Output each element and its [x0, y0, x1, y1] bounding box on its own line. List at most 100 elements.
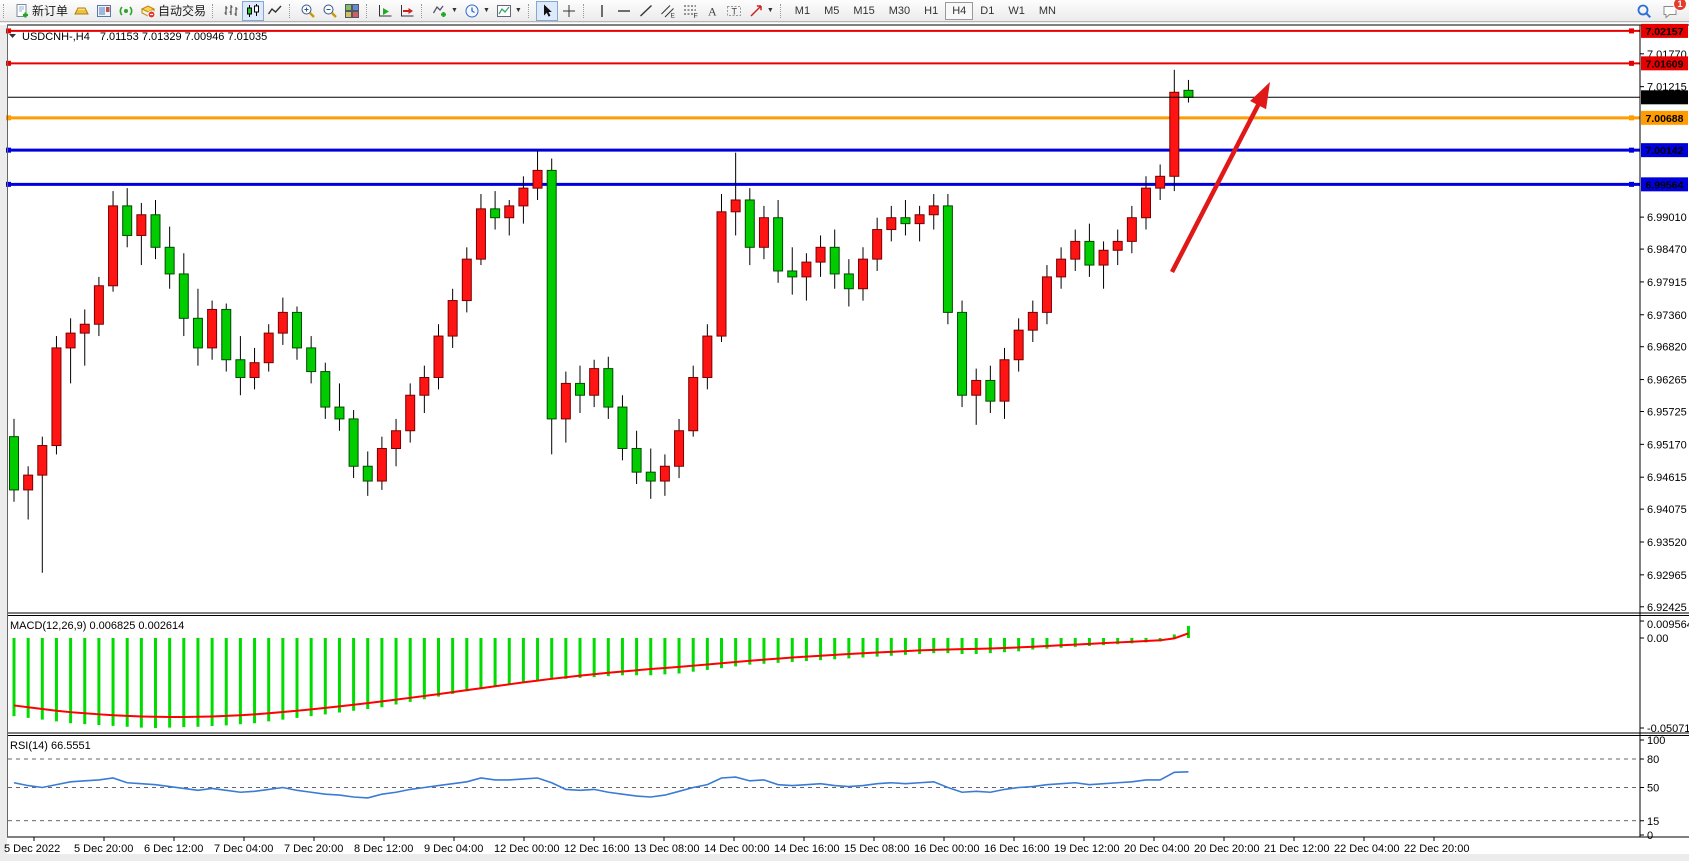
price-axis[interactable]: 7.017707.012156.990106.984706.979156.973… — [1640, 23, 1689, 842]
vertical-line-button[interactable] — [591, 1, 613, 21]
toolbar-grip[interactable] — [366, 3, 370, 18]
horizontal-line[interactable] — [6, 181, 1640, 187]
candle — [1112, 240, 1123, 251]
chevron-down-icon[interactable]: ▼ — [482, 7, 490, 14]
text-icon: A — [704, 3, 720, 19]
line-handle[interactable] — [6, 181, 11, 187]
chart-candles-button[interactable] — [242, 0, 265, 21]
chevron-down-icon[interactable]: ▼ — [451, 7, 458, 14]
chart-preview-button[interactable] — [93, 1, 115, 21]
candle — [603, 368, 614, 408]
gold-button[interactable] — [71, 1, 93, 21]
horizontal-lines[interactable] — [6, 28, 1640, 187]
timeframe-mn[interactable]: MN — [1032, 2, 1063, 20]
tile-windows-button[interactable] — [341, 1, 363, 21]
candle — [758, 217, 769, 248]
candle — [1027, 311, 1038, 331]
candle — [942, 205, 953, 313]
candle — [730, 199, 741, 213]
line-handle[interactable] — [1629, 147, 1634, 153]
fibonacci-button[interactable]: F — [679, 1, 701, 21]
price-tick-label: 6.99010 — [1647, 212, 1687, 224]
chart-line-button[interactable] — [264, 1, 286, 21]
auto-trading-button[interactable]: 自动交易 — [137, 1, 209, 21]
line-handle[interactable] — [1629, 60, 1634, 66]
cursor-icon — [539, 3, 555, 19]
horizontal-line-button[interactable] — [613, 1, 635, 21]
time-axis[interactable]: 5 Dec 2022 5 Dec 20:00 6 Dec 12:00 7 Dec 04… — [4, 837, 1469, 855]
text-button[interactable]: A — [701, 1, 723, 21]
time-tick-label: 6 Dec 12:00 — [144, 843, 203, 855]
horizontal-line[interactable] — [6, 60, 1640, 66]
toolbar-grip[interactable] — [212, 3, 216, 18]
trend-arrow[interactable] — [1170, 82, 1270, 274]
chart-title-group: USDCNH-,H4 7.01153 7.01329 7.00946 7.0103… — [9, 31, 267, 43]
zoom-in-button[interactable] — [297, 1, 319, 21]
rsi-pane — [8, 758, 1640, 822]
search-button[interactable] — [1633, 1, 1655, 21]
macd-signal-line — [13, 632, 1189, 718]
price-badge: 7.00142 — [1641, 143, 1688, 158]
candle — [532, 169, 543, 189]
templates-button[interactable]: ▼ — [493, 1, 525, 21]
toolbar-grip[interactable] — [527, 3, 532, 18]
crosshair-button[interactable] — [558, 1, 580, 21]
candle — [999, 359, 1010, 402]
horizontal-line[interactable] — [6, 147, 1640, 153]
line-handle[interactable] — [6, 60, 11, 66]
timeframe-m30[interactable]: M30 — [882, 2, 917, 20]
horizontal-line[interactable] — [6, 115, 1640, 121]
equidistant-channel-button[interactable]: E — [657, 1, 679, 21]
indicators-button[interactable]: ▼ — [429, 1, 461, 21]
candle — [249, 362, 260, 378]
candle — [688, 376, 699, 432]
collapse-chart-icon[interactable] — [9, 34, 16, 38]
text-label-button[interactable]: T — [723, 1, 745, 21]
timeframe-m1[interactable]: M1 — [788, 2, 817, 20]
time-tick-label: 19 Dec 12:00 — [1054, 843, 1119, 855]
line-handle[interactable] — [1629, 181, 1634, 187]
zoom-out-button[interactable] — [319, 1, 341, 21]
line-handle[interactable] — [1629, 28, 1634, 34]
timeframe-d1[interactable]: D1 — [973, 2, 1001, 20]
chart-bars-button[interactable] — [220, 1, 242, 21]
chevron-down-icon[interactable]: ▼ — [766, 7, 774, 14]
arrows-button[interactable]: ▼ — [745, 1, 777, 21]
auto-scroll-button[interactable] — [374, 1, 396, 21]
chevron-down-icon[interactable]: ▼ — [514, 7, 522, 14]
price-badge: 6.99564 — [1641, 177, 1688, 192]
toolbar-group-3 — [286, 0, 363, 22]
toolbar-grip[interactable] — [3, 3, 7, 18]
clock-icon — [464, 3, 480, 19]
search-icon — [1636, 3, 1652, 19]
gold-icon — [74, 3, 90, 19]
toolbar-grip[interactable] — [289, 3, 293, 18]
line-handle[interactable] — [6, 28, 11, 34]
line-handle[interactable] — [6, 115, 11, 121]
svg-text:A: A — [708, 4, 717, 18]
periods-button[interactable]: ▼ — [461, 1, 493, 21]
candles[interactable] — [9, 69, 1194, 573]
toolbar-grip[interactable] — [779, 3, 784, 18]
template-icon — [496, 3, 512, 19]
timeframe-h4[interactable]: H4 — [945, 1, 974, 20]
line-handle[interactable] — [1629, 115, 1634, 121]
line-handle[interactable] — [6, 147, 11, 153]
time-tick-label: 5 Dec 2022 — [4, 843, 60, 855]
timeframe-m5[interactable]: M5 — [817, 2, 846, 20]
price-tick-label: 6.94075 — [1647, 504, 1687, 516]
chart-shift-button[interactable] — [396, 1, 418, 21]
timeframe-w1[interactable]: W1 — [1001, 2, 1032, 20]
timeframe-m15[interactable]: M15 — [846, 2, 881, 20]
signals-button[interactable] — [115, 1, 137, 21]
horizontal-line[interactable] — [6, 28, 1640, 34]
candle — [192, 317, 203, 349]
trendline-button[interactable] — [635, 1, 657, 21]
new-order-button[interactable]: 新订单 — [11, 1, 71, 21]
chart-canvas[interactable]: 7.017707.012156.990106.984706.979156.973… — [0, 23, 1689, 861]
toolbar-grip[interactable] — [582, 3, 587, 18]
cursor-button[interactable] — [535, 0, 558, 21]
timeframe-h1[interactable]: H1 — [917, 2, 945, 20]
toolbar-grip[interactable] — [421, 3, 425, 18]
